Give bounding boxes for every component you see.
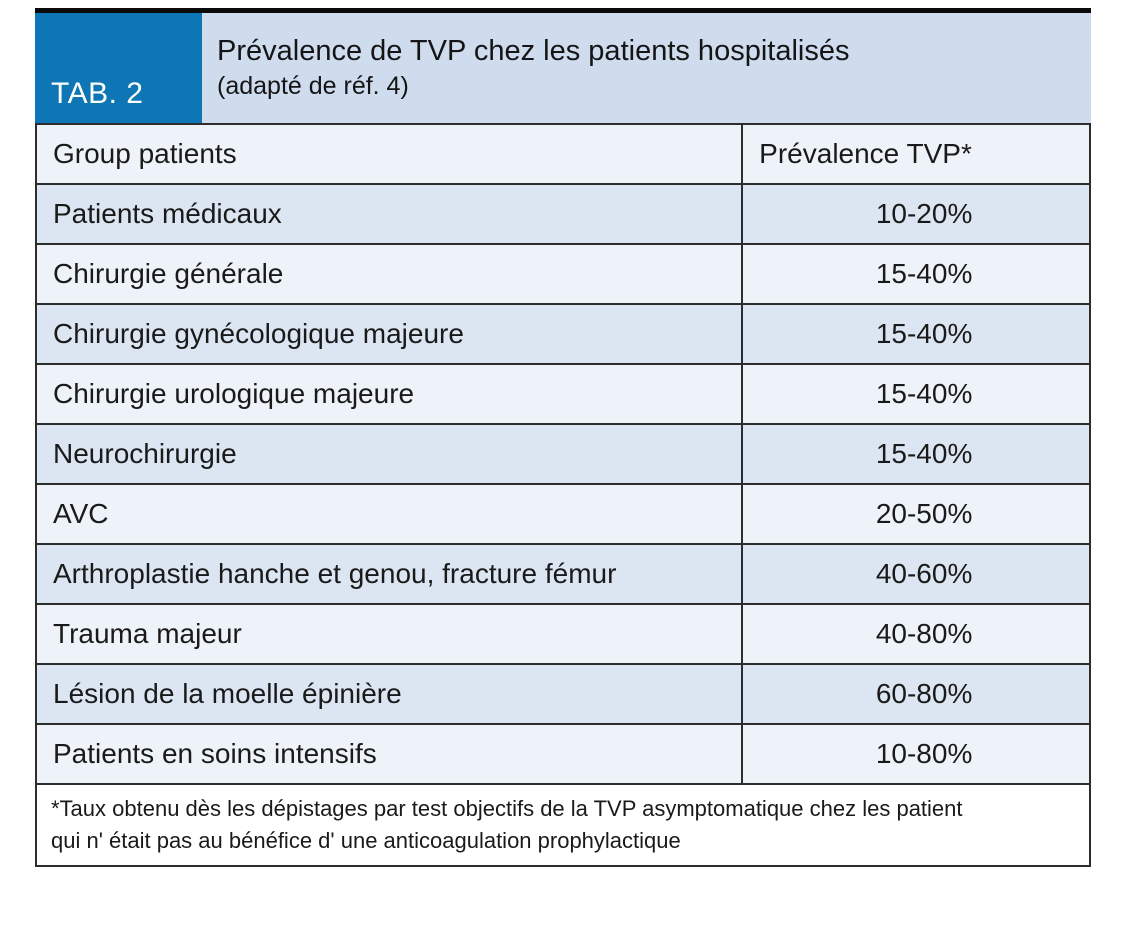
prevalence-cell: 40-80% bbox=[741, 603, 1091, 665]
figure-header: TAB. 2 Prévalence de TVP chez les patien… bbox=[35, 13, 1091, 123]
figure-subtitle: (adapté de réf. 4) bbox=[217, 72, 409, 100]
group-cell: Chirurgie générale bbox=[34, 243, 744, 305]
prevalence-cell: 15-40% bbox=[741, 423, 1091, 485]
prevalence-cell: 40-60% bbox=[741, 543, 1091, 605]
table-row: Patients en soins intensifs 10-80% bbox=[34, 723, 1091, 785]
table-row: AVC 20-50% bbox=[34, 483, 1091, 545]
table-row: Lésion de la moelle épinière 60-80% bbox=[34, 663, 1091, 725]
prevalence-cell: 15-40% bbox=[741, 243, 1091, 305]
prevalence-cell: 15-40% bbox=[741, 363, 1091, 425]
prevalence-cell: 20-50% bbox=[741, 483, 1091, 545]
column-header-group: Group patients bbox=[34, 123, 744, 185]
figure-title: Prévalence de TVP chez les patients hosp… bbox=[217, 35, 850, 67]
group-cell: AVC bbox=[34, 483, 744, 545]
footnote-line-1: *Taux obtenu dès les dépistages par test… bbox=[51, 796, 963, 821]
group-cell: Arthroplastie hanche et genou, fracture … bbox=[34, 543, 744, 605]
footnote-line-2: qui n' était pas au bénéfice d' une anti… bbox=[51, 828, 681, 853]
footnote: *Taux obtenu dès les dépistages par test… bbox=[35, 783, 1091, 867]
table-row: Patients médicaux 10-20% bbox=[34, 183, 1091, 245]
group-cell: Trauma majeur bbox=[34, 603, 744, 665]
title-band: Prévalence de TVP chez les patients hosp… bbox=[202, 13, 1091, 123]
group-cell: Chirurgie gynécologique majeure bbox=[34, 303, 744, 365]
prevalence-cell: 10-80% bbox=[741, 723, 1091, 785]
prevalence-cell: 60-80% bbox=[741, 663, 1091, 725]
group-cell: Patients médicaux bbox=[34, 183, 744, 245]
group-cell: Chirurgie urologique majeure bbox=[34, 363, 744, 425]
top-rule bbox=[35, 8, 1091, 13]
table-row: Chirurgie gynécologique majeure 15-40% bbox=[34, 303, 1091, 365]
table-row: Chirurgie générale 15-40% bbox=[34, 243, 1091, 305]
table-row: Chirurgie urologique majeure 15-40% bbox=[34, 363, 1091, 425]
prevalence-table: Group patients Prévalence TVP* Patients … bbox=[34, 123, 1091, 867]
prevalence-cell: 15-40% bbox=[741, 303, 1091, 365]
table-row: Trauma majeur 40-80% bbox=[34, 603, 1091, 665]
group-cell: Patients en soins intensifs bbox=[34, 723, 744, 785]
table-figure: TAB. 2 Prévalence de TVP chez les patien… bbox=[34, 8, 1091, 867]
column-header-prevalence: Prévalence TVP* bbox=[741, 123, 1091, 185]
tab-number-box: TAB. 2 bbox=[35, 13, 202, 123]
group-cell: Lésion de la moelle épinière bbox=[34, 663, 744, 725]
footnote-row: *Taux obtenu dès les dépistages par test… bbox=[35, 783, 1091, 867]
table-row: Neurochirurgie 15-40% bbox=[34, 423, 1091, 485]
table-header-row: Group patients Prévalence TVP* bbox=[34, 123, 1091, 185]
prevalence-cell: 10-20% bbox=[741, 183, 1091, 245]
tab-number-label: TAB. 2 bbox=[51, 77, 144, 110]
table-row: Arthroplastie hanche et genou, fracture … bbox=[34, 543, 1091, 605]
group-cell: Neurochirurgie bbox=[34, 423, 744, 485]
